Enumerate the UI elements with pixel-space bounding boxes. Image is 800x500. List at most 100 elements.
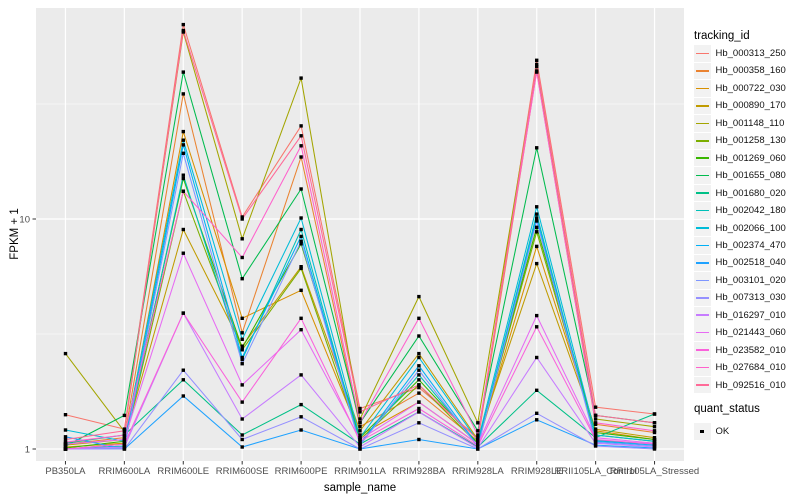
ok-point-square-icon bbox=[700, 429, 705, 434]
data-point bbox=[122, 429, 127, 433]
data-point bbox=[652, 439, 657, 443]
data-point bbox=[240, 217, 244, 221]
legend-item-label: Hb_023582_010 bbox=[715, 344, 786, 356]
data-point bbox=[535, 325, 539, 329]
data-point bbox=[535, 261, 539, 266]
data-point bbox=[181, 151, 185, 155]
data-point bbox=[535, 216, 539, 220]
data-point bbox=[358, 429, 362, 433]
legend-key bbox=[694, 132, 711, 149]
legend-item-Hb_027684_010: Hb_027684_010 bbox=[694, 359, 786, 376]
x-tick-label: RRIM928BA bbox=[393, 466, 446, 477]
data-point bbox=[122, 442, 127, 446]
data-point bbox=[593, 421, 598, 425]
legend-swatch-line-icon bbox=[695, 384, 709, 386]
legend-item-Hb_007313_030: Hb_007313_030 bbox=[694, 289, 786, 307]
data-point bbox=[417, 316, 421, 320]
data-point bbox=[181, 28, 185, 33]
data-point bbox=[535, 70, 539, 74]
data-point bbox=[181, 227, 185, 232]
data-point bbox=[240, 355, 244, 360]
x-tick-label: RRIM600SE bbox=[216, 466, 269, 477]
legend-item-Hb_021443_060: Hb_021443_060 bbox=[694, 324, 786, 341]
data-point bbox=[593, 441, 598, 445]
data-point bbox=[299, 155, 303, 159]
data-point bbox=[181, 176, 185, 181]
legend-swatch-line-icon bbox=[695, 279, 709, 282]
legend-key bbox=[694, 97, 711, 115]
data-point bbox=[535, 230, 539, 234]
legend-item-label: Hb_002042_180 bbox=[715, 205, 786, 217]
data-point bbox=[299, 242, 303, 246]
data-point bbox=[63, 437, 68, 442]
data-point bbox=[652, 425, 657, 429]
legend-swatch-line-icon bbox=[695, 139, 709, 142]
data-point bbox=[535, 146, 539, 150]
data-point bbox=[535, 58, 539, 62]
data-point bbox=[181, 368, 185, 372]
data-point bbox=[593, 405, 598, 409]
legend-key bbox=[694, 237, 711, 254]
legend-item-Hb_002042_180: Hb_002042_180 bbox=[694, 202, 786, 219]
legend-item-Hb_001258_130: Hb_001258_130 bbox=[694, 132, 786, 149]
legend-item-Hb_092516_010: Hb_092516_010 bbox=[694, 376, 786, 394]
legend-title-quant-status: quant_status bbox=[694, 403, 760, 415]
legend-key bbox=[694, 359, 711, 376]
data-point bbox=[358, 436, 362, 440]
legend-item-Hb_003101_020: Hb_003101_020 bbox=[694, 272, 786, 289]
data-point bbox=[299, 288, 303, 292]
data-point bbox=[535, 212, 539, 216]
data-point bbox=[476, 439, 480, 443]
legend-swatch-line-icon bbox=[695, 192, 709, 194]
data-point bbox=[535, 388, 539, 392]
data-point bbox=[652, 421, 657, 425]
legend-key bbox=[694, 45, 711, 62]
data-point bbox=[181, 22, 185, 27]
legend-item-Hb_001655_080: Hb_001655_080 bbox=[694, 167, 786, 184]
data-point bbox=[299, 415, 303, 419]
data-point bbox=[417, 364, 421, 368]
legend-key-quant-ok bbox=[694, 423, 711, 440]
legend-item-label: Hb_002066_100 bbox=[715, 222, 786, 234]
legend-swatch-line-icon bbox=[695, 52, 709, 55]
legend-item-label: Hb_000358_160 bbox=[715, 65, 786, 77]
data-point bbox=[299, 187, 303, 191]
legend-swatch-line-icon bbox=[695, 227, 709, 229]
data-point bbox=[240, 445, 244, 449]
data-point bbox=[122, 439, 127, 443]
legend-item-label: Hb_002374_470 bbox=[715, 239, 786, 251]
data-point bbox=[417, 400, 421, 404]
data-point bbox=[240, 331, 244, 335]
x-tick-label: RRII105LA_Stressed bbox=[610, 466, 699, 477]
data-point bbox=[240, 362, 244, 366]
data-point bbox=[417, 355, 421, 360]
legend-item-label: Hb_007313_030 bbox=[715, 292, 786, 304]
legend-swatch-line-icon bbox=[695, 174, 709, 177]
data-point bbox=[535, 411, 539, 415]
y-axis-title: FPKM + 1 bbox=[9, 208, 21, 260]
legend-swatch-line-icon bbox=[695, 314, 709, 317]
data-point bbox=[240, 316, 244, 320]
data-point bbox=[417, 351, 421, 356]
legend-item-Hb_016297_010: Hb_016297_010 bbox=[694, 307, 786, 324]
data-point bbox=[652, 445, 657, 449]
data-point bbox=[299, 216, 303, 220]
x-axis-title: sample_name bbox=[323, 482, 397, 494]
legend-key bbox=[694, 62, 711, 80]
data-point bbox=[417, 437, 421, 442]
data-point bbox=[417, 406, 421, 411]
data-point bbox=[358, 433, 362, 437]
x-tick-label: RRIM600PE bbox=[275, 466, 328, 477]
legend-swatch-line-icon bbox=[695, 87, 709, 90]
data-point bbox=[181, 129, 185, 134]
legend-swatch-line-icon bbox=[695, 297, 709, 299]
legend-item-Hb_000722_030: Hb_000722_030 bbox=[694, 80, 786, 97]
data-point bbox=[358, 447, 362, 451]
legend-key bbox=[694, 167, 711, 184]
legend-item-Hb_002518_040: Hb_002518_040 bbox=[694, 254, 786, 272]
data-point bbox=[299, 266, 303, 271]
y-tick-label: 10 bbox=[19, 215, 30, 226]
data-point bbox=[358, 443, 362, 447]
legend-key bbox=[694, 149, 711, 167]
data-point bbox=[299, 227, 303, 232]
